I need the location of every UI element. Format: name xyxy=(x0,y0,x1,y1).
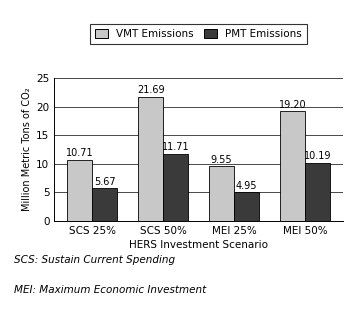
Bar xyxy=(92,188,117,221)
Text: MEI: Maximum Economic Investment: MEI: Maximum Economic Investment xyxy=(14,285,206,295)
X-axis label: HERS Investment Scenario: HERS Investment Scenario xyxy=(129,240,268,250)
Text: 19.20: 19.20 xyxy=(279,100,307,110)
Text: 10.19: 10.19 xyxy=(304,151,331,161)
Text: 10.71: 10.71 xyxy=(66,148,93,158)
Text: 5.67: 5.67 xyxy=(94,177,116,187)
Y-axis label: Million Metric Tons of CO₂: Million Metric Tons of CO₂ xyxy=(22,88,32,211)
Bar xyxy=(67,160,92,221)
Legend: VMT Emissions, PMT Emissions: VMT Emissions, PMT Emissions xyxy=(90,24,307,44)
Text: SCS: Sustain Current Spending: SCS: Sustain Current Spending xyxy=(14,255,175,265)
Bar xyxy=(305,163,330,221)
Bar xyxy=(280,111,305,221)
Text: 4.95: 4.95 xyxy=(236,181,257,191)
Bar xyxy=(138,97,163,221)
Bar xyxy=(163,154,188,221)
Text: 21.69: 21.69 xyxy=(137,85,164,95)
Bar xyxy=(234,192,259,221)
Bar xyxy=(209,166,234,221)
Text: 9.55: 9.55 xyxy=(211,155,232,165)
Text: 11.71: 11.71 xyxy=(162,142,189,152)
Text: Annual CO$_2$ Emissions Comparison of: Annual CO$_2$ Emissions Comparison of xyxy=(35,12,315,29)
Text: Highway VMT Diverted to Transit PMT: Highway VMT Diverted to Transit PMT xyxy=(34,43,316,56)
